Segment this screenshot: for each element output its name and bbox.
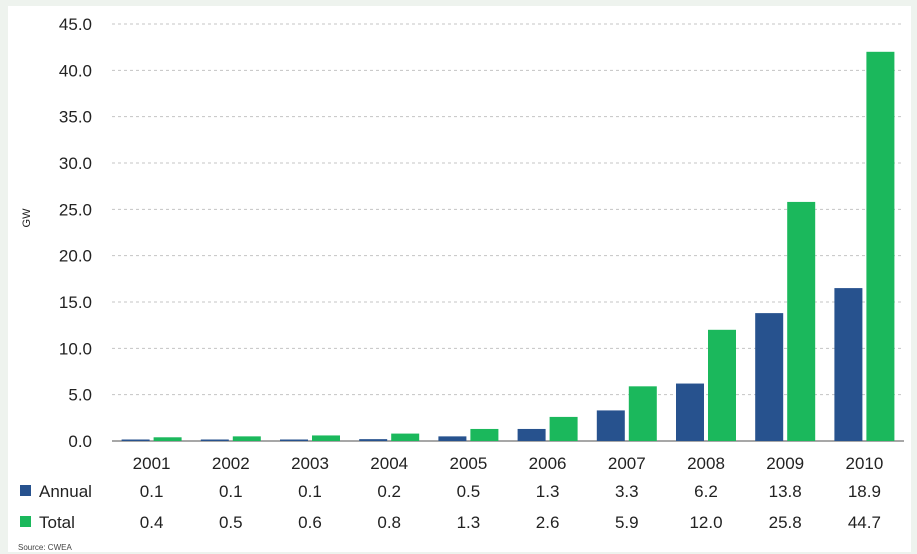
y-tick-label: 45.0 — [59, 15, 92, 34]
table-value-annual-2001: 0.1 — [140, 482, 164, 501]
x-tick-label: 2009 — [766, 454, 804, 473]
data-table: Annual 0.1 0.1 0.1 0.2 0.5 1.3 3.3 6.2 13.8 18.9 To… — [20, 482, 881, 532]
table-value-annual-2006: 1.3 — [536, 482, 560, 501]
x-tick-label: 2002 — [212, 454, 250, 473]
bar-total-2010 — [866, 51, 895, 442]
table-value-total-2006: 2.6 — [536, 513, 560, 532]
x-tick-labels: 2001 2002 2003 2004 2005 2006 2007 2008 2009 2010 — [133, 454, 884, 473]
y-tick-label: 30.0 — [59, 154, 92, 173]
gridlines — [112, 23, 904, 442]
bar-annual-2008 — [676, 383, 704, 441]
x-tick-label: 2003 — [291, 454, 329, 473]
x-tick-label: 2006 — [529, 454, 567, 473]
bar-total-2007 — [628, 386, 657, 441]
bar-annual-2006 — [517, 428, 546, 441]
table-value-annual-2002: 0.1 — [219, 482, 243, 501]
table-value-annual-2008: 6.2 — [694, 482, 718, 501]
bar-total-2008 — [708, 329, 736, 441]
bar-annual-2001 — [121, 439, 150, 441]
table-value-total-2008: 12.0 — [689, 513, 722, 532]
bar-total-2003 — [312, 435, 340, 441]
x-tick-label: 2005 — [449, 454, 487, 473]
bar-total-2004 — [391, 433, 420, 441]
source-note: Source: CWEA — [18, 543, 72, 552]
bar-annual-2004 — [359, 439, 388, 441]
y-tick-label: 25.0 — [59, 200, 92, 219]
bar-annual-2009 — [755, 313, 784, 441]
table-value-annual-2003: 0.1 — [298, 482, 322, 501]
table-value-total-2009: 25.8 — [769, 513, 802, 532]
y-tick-label: 15.0 — [59, 293, 92, 312]
bar-annual-2010 — [834, 288, 863, 441]
y-tick-labels: 0.0 5.0 10.0 15.0 20.0 25.0 30.0 35.0 40.0 45.0 — [59, 15, 92, 451]
bar-total-2009 — [787, 201, 816, 441]
table-value-total-2002: 0.5 — [219, 513, 243, 532]
chart-panel — [8, 6, 911, 552]
table-value-total-2005: 1.3 — [457, 513, 481, 532]
y-tick-label: 5.0 — [68, 386, 92, 405]
y-tick-label: 0.0 — [68, 432, 92, 451]
table-value-total-2004: 0.8 — [377, 513, 401, 532]
table-value-annual-2009: 13.8 — [769, 482, 802, 501]
bars — [121, 51, 895, 442]
x-tick-label: 2007 — [608, 454, 646, 473]
bar-annual-2002 — [200, 439, 229, 441]
table-value-total-2007: 5.9 — [615, 513, 639, 532]
y-tick-label: 35.0 — [59, 108, 92, 127]
bar-total-2001 — [153, 437, 182, 441]
legend-swatch-annual — [20, 485, 31, 496]
x-tick-label: 2008 — [687, 454, 725, 473]
bar-annual-2005 — [438, 436, 467, 441]
table-value-annual-2004: 0.2 — [377, 482, 401, 501]
y-tick-label: 40.0 — [59, 61, 92, 80]
table-value-annual-2010: 18.9 — [848, 482, 881, 501]
table-value-total-2001: 0.4 — [140, 513, 164, 532]
x-tick-label: 2001 — [133, 454, 171, 473]
x-tick-label: 2004 — [370, 454, 408, 473]
bar-annual-2003 — [280, 439, 308, 441]
table-value-annual-2005: 0.5 — [457, 482, 481, 501]
bar-annual-2007 — [596, 410, 625, 441]
table-value-total-2003: 0.6 — [298, 513, 322, 532]
y-tick-label: 10.0 — [59, 339, 92, 358]
y-axis-label: GW — [21, 208, 33, 228]
bar-total-2002 — [232, 436, 261, 441]
bar-total-2006 — [549, 416, 578, 441]
x-tick-label: 2010 — [845, 454, 883, 473]
y-tick-label: 20.0 — [59, 247, 92, 266]
legend-label-annual: Annual — [39, 482, 92, 501]
legend-swatch-total — [20, 516, 31, 527]
table-value-annual-2007: 3.3 — [615, 482, 639, 501]
legend-label-total: Total — [39, 513, 75, 532]
bar-total-2005 — [470, 428, 499, 441]
table-value-total-2010: 44.7 — [848, 513, 881, 532]
